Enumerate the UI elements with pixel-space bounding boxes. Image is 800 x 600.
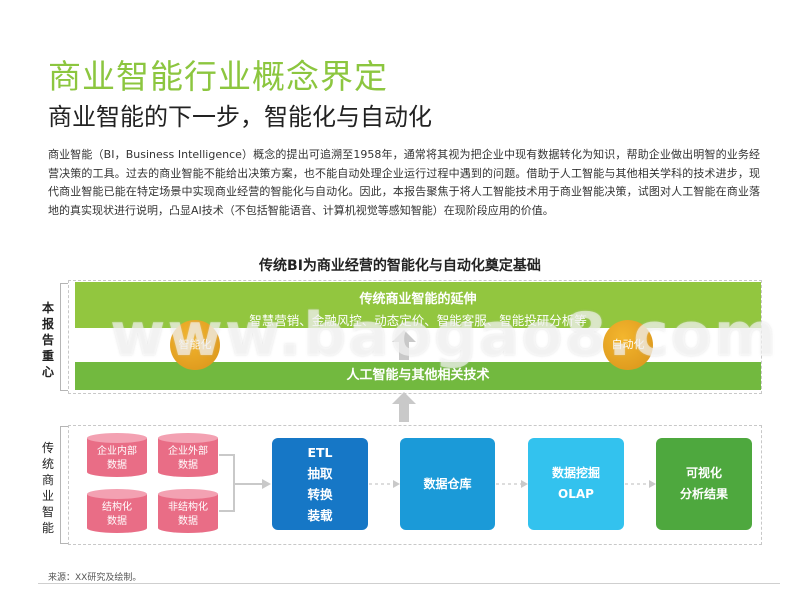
data-warehouse-box: 数据仓库 — [400, 438, 495, 530]
data-mining-box: 数据挖掘 OLAP — [528, 438, 624, 530]
database-icon — [158, 433, 218, 477]
upper-dashed-frame — [68, 280, 762, 394]
cylinder-label: 结构化 — [102, 502, 132, 513]
etl-extract: 抽取 — [307, 466, 333, 481]
cylinder-label: 数据 — [178, 516, 198, 527]
cylinder-label: 企业外部 — [168, 446, 208, 457]
lower-dashed-frame — [68, 425, 762, 545]
olap-label: OLAP — [558, 487, 594, 501]
cylinder-label: 企业内部 — [97, 446, 137, 457]
cylinder-label: 数据 — [107, 516, 127, 527]
page-subtitle: 商业智能的下一步，智能化与自动化 — [48, 103, 432, 131]
visualization-label: 可视化 — [685, 466, 722, 480]
automation-circle: 自动化 — [603, 320, 653, 370]
up-arrow-icon — [392, 392, 416, 422]
cylinder-label: 数据 — [107, 460, 127, 471]
source-note: 来源：XX研究及绘制。 — [48, 573, 142, 583]
intelligence-circle: 智能化 — [170, 320, 220, 370]
structured-data-cylinder: 结构化 数据 — [86, 488, 148, 534]
extension-band-title: 传统商业智能的延伸 — [359, 292, 477, 307]
etl-transform: 转换 — [307, 487, 333, 502]
footer-divider — [38, 583, 780, 584]
bracket-bottom — [60, 426, 68, 544]
cylinder-label: 数据 — [178, 460, 198, 471]
diagram-title: 传统BI为商业经营的智能化与自动化奠定基础 — [259, 258, 541, 274]
database-icon — [87, 489, 147, 533]
etl-label: ETL — [307, 445, 333, 460]
unstructured-data-cylinder: 非结构化 数据 — [157, 488, 219, 534]
side-label-report-focus: 本报告重心 — [41, 301, 54, 379]
etl-load: 装载 — [307, 508, 333, 523]
data-warehouse-label: 数据仓库 — [423, 476, 472, 491]
cylinder-label: 非结构化 — [168, 502, 208, 513]
data-mining-label: 数据挖掘 — [551, 466, 600, 480]
up-arrow-icon — [392, 330, 416, 360]
page-title: 商业智能行业概念界定 — [48, 57, 388, 96]
database-icon — [158, 489, 218, 533]
visualization-box: 可视化 分析结果 — [656, 438, 752, 530]
internal-data-cylinder: 企业内部 数据 — [86, 432, 148, 478]
intro-paragraph: 商业智能（BI，Business Intelligence）概念的提出可追溯至1… — [48, 148, 760, 217]
database-icon — [87, 433, 147, 477]
analysis-result-label: 分析结果 — [679, 487, 728, 501]
etl-box: ETL 抽取 转换 装载 — [272, 438, 368, 530]
extension-band-items: 智慧营销、金融风控、动态定价、智能客服、智能投研分析等 — [249, 313, 587, 328]
bracket-top — [60, 283, 68, 391]
external-data-cylinder: 企业外部 数据 — [157, 432, 219, 478]
watermark: www.baogao8.com — [110, 300, 779, 370]
side-label-traditional-bi: 传统商业智能 — [41, 441, 54, 535]
